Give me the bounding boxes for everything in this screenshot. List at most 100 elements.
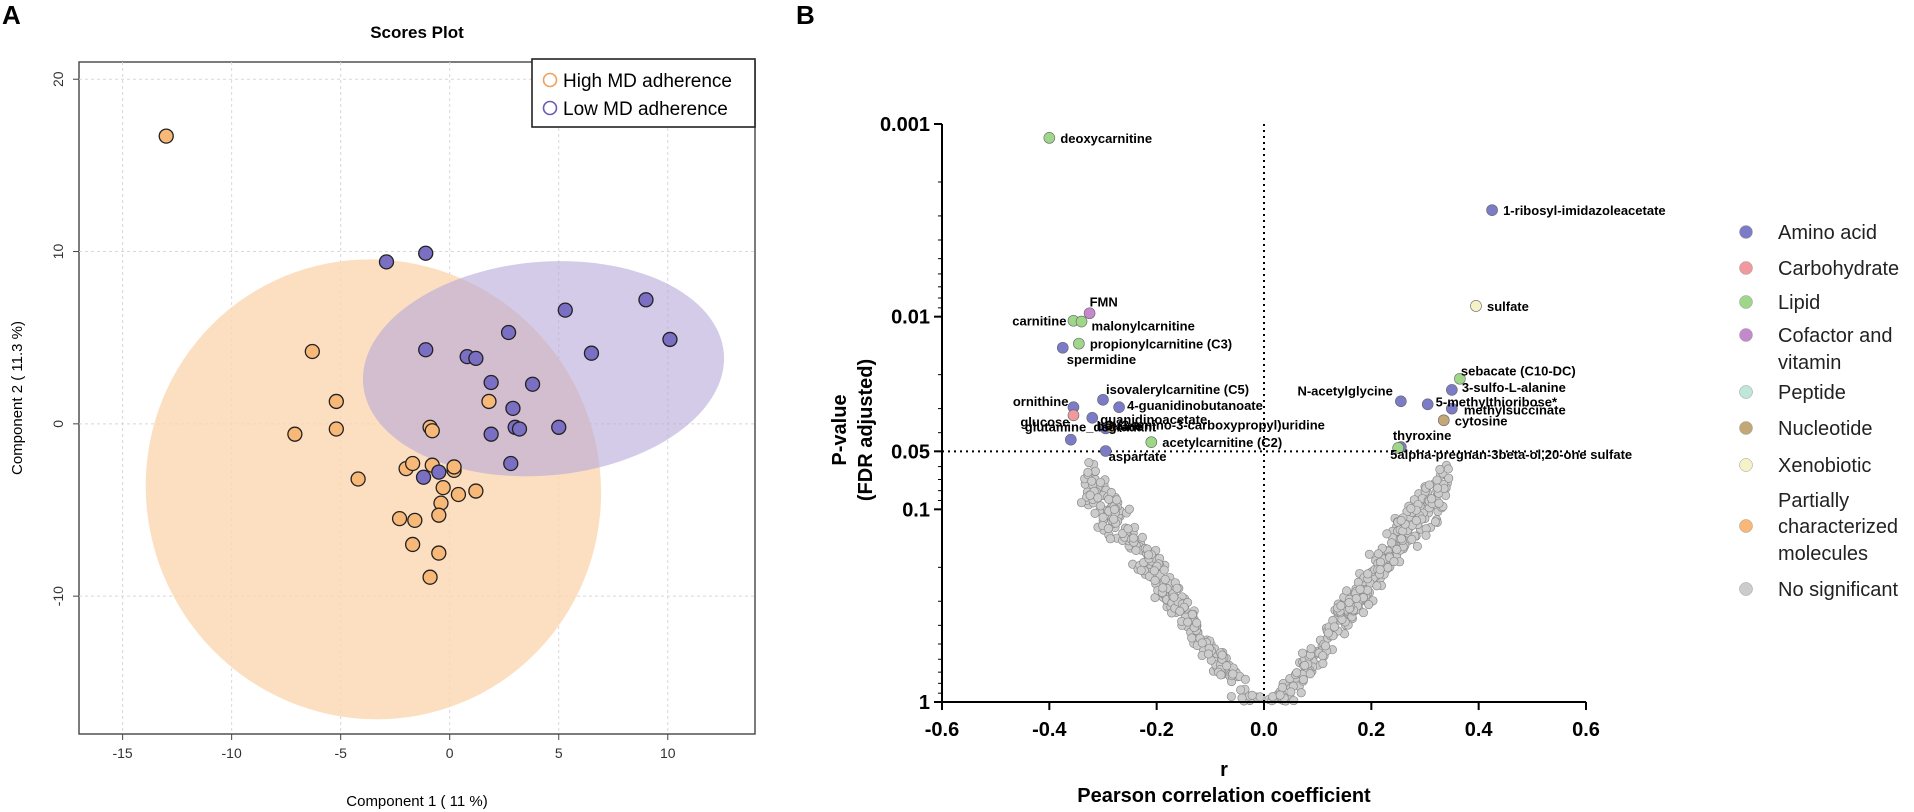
nonsignificant-point [1289,696,1299,706]
point-high-md-adherence [304,343,320,360]
point-high-md-adherence [328,421,344,437]
label-thyroxine: thyroxine [1393,428,1452,443]
nonsignificant-point [1392,544,1402,555]
nonsignificant-point [1090,508,1100,518]
scores-xtick-label: 0 [446,745,454,761]
nonsignificant-point [1275,690,1285,700]
point-low-md-adherence [415,469,432,485]
scores-plot-ticks: -15 -10 -5 0 5 10 20 10 0 -10 [50,71,676,761]
label-aspartate: aspartate [1109,449,1167,464]
point-high-md-adherence [404,536,421,553]
legend-label-line: Peptide [1778,382,1846,404]
legend-marker-nucleotide [1739,421,1753,435]
legend-label-line: molecules [1778,543,1868,565]
scores-xtick-label: -10 [222,745,242,761]
volcano-legend: Amino acid Carbohydrate Lipid Cofactor and v… [1739,222,1899,601]
point-high-md-adherence [446,459,462,475]
point-low-md-adherence [505,400,521,416]
nonsignificant-point [1277,682,1287,693]
nonsignificant-point [1240,674,1250,684]
nonsignificant-point [1306,644,1316,654]
legend-marker-amino-acid [1739,225,1753,239]
nonsignificant-point [1087,476,1097,486]
nonsignificant-point [1128,533,1138,543]
volcano-ylabel-line2: (FDR adjusted) [855,359,877,501]
label-methylsuccinate: methylsuccinate [1464,403,1566,418]
label-cytosine: cytosine [1455,413,1508,428]
nonsignificant-point [1105,534,1115,544]
legend-label-line: Xenobiotic [1778,455,1871,477]
volcano-point-labels: deoxycarnitine 1-ribosyl-imidazoleacetate… [1012,131,1665,464]
legend-label-cofactor-and-vitamin: Cofactor and vitamin [1778,325,1893,374]
label-ornithine: ornithine [1013,394,1069,409]
nonsignificant-point [1159,565,1169,575]
point-glucose [1067,409,1080,422]
nonsignificant-point [1192,618,1202,628]
legend-marker-lipid [1739,295,1753,309]
point-low-md-adherence [583,345,600,361]
panel-b-letter: B [796,0,815,30]
point-sulfate [1470,300,1482,312]
nonsignificant-point [1093,493,1103,503]
volcano-ylabel-line1: P-value [829,394,851,465]
point-low-md-adherence [662,331,678,348]
nonsignificant-point [1373,549,1383,559]
point-acetylcarnitine-c2 [1145,436,1158,448]
nonsignificant-point [1336,601,1346,611]
nonsignificant-point [1150,575,1160,586]
legend-marker-no-significant [1739,582,1753,596]
point-high-md-adherence [350,471,366,487]
nonsignificant-point [1305,669,1315,679]
point-high-md-adherence [431,545,447,561]
legend-label-no-significant: No significant [1778,579,1899,601]
nonsignificant-point [1187,609,1197,620]
nonsignificant-point [1407,534,1417,544]
label-glucose: glucose [1020,414,1069,429]
point-high-md-adherence [407,512,423,528]
nonsignificant-point [1297,648,1308,658]
nonsignificant-point [1358,608,1368,618]
nonsignificant-point [1131,545,1141,555]
point-propionylcarnitine-c3 [1073,337,1085,350]
nonsignificant-point [1296,688,1306,698]
point-glutamine-degradant [1065,433,1077,446]
nonsignificant-point [1434,498,1444,508]
nonsignificant-point [1433,483,1443,493]
nonsignificant-point [1387,538,1397,548]
nonsignificant-point [1085,490,1095,500]
nonsignificant-point [1124,504,1134,514]
point-low-md-adherence [431,464,447,480]
nonsignificant-point [1136,565,1146,575]
label-3-3-amino-3-carboxypropyl-uridine: 3-(3-amino-3-carboxypropyl)uridine [1106,417,1325,432]
point-high-md-adherence [424,423,440,439]
nonsignificant-point [1443,464,1453,474]
nonsignificant-point [1137,532,1147,542]
legend-marker-partially-characterized-molecules [1739,519,1753,533]
scores-legend-box [531,58,756,128]
point-high-md-adherence [404,455,421,472]
volcano-nonsignificant-points [1076,458,1454,706]
scores-ytick-label: 20 [50,71,66,87]
nonsignificant-point [1149,566,1159,576]
point-high-md-adherence [468,483,484,499]
point-n-acetylglycine [1395,395,1407,408]
nonsignificant-point [1318,651,1328,661]
nonsignificant-point [1216,670,1226,680]
nonsignificant-point [1222,661,1232,671]
legend-label-amino-acid: Amino acid [1778,222,1877,244]
legend-label-line: characterized [1778,516,1898,538]
nonsignificant-point [1362,585,1373,595]
legend-label-line: Carbohydrate [1778,258,1899,280]
legend-low-marker [542,100,558,116]
nonsignificant-point [1364,600,1374,610]
point-low-md-adherence [378,254,395,270]
legend-label-line: Nucleotide [1778,418,1873,440]
label-malonylcarnitine: malonylcarnitine [1092,319,1195,334]
nonsignificant-point [1351,593,1361,603]
panel-a-letter: A [2,0,21,30]
scores-xtick-label: 5 [555,745,563,761]
point-high-md-adherence [328,393,344,410]
label-1-ribosyl-imidazoleacetate: 1-ribosyl-imidazoleacetate [1503,203,1666,218]
volcano-xtick-label: -0.4 [1032,719,1067,741]
volcano-ytick-label: 0.01 [891,307,930,329]
